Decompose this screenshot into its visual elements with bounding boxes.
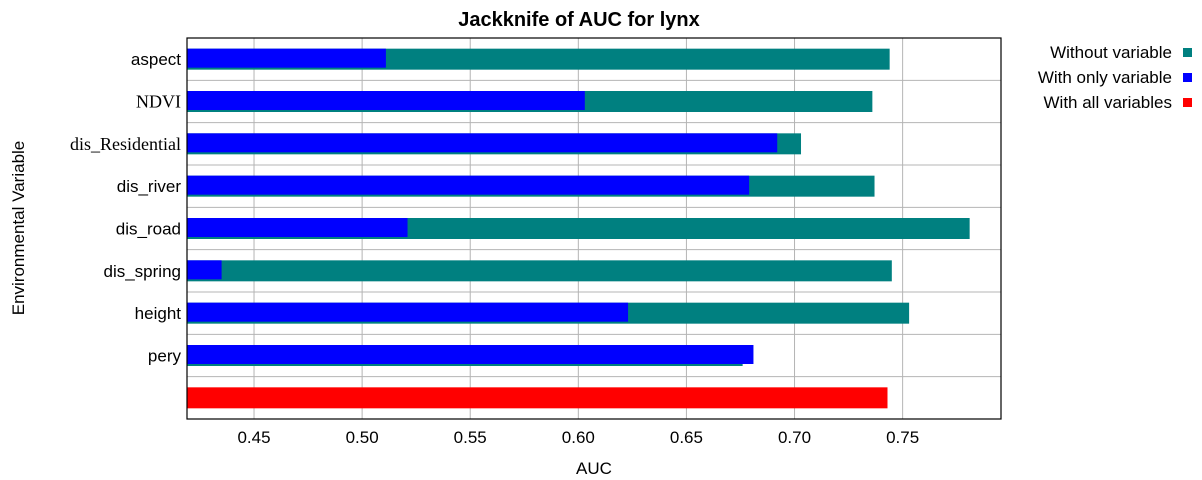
x-tick-label: 0.55 xyxy=(454,428,487,447)
x-axis-label: AUC xyxy=(576,459,612,478)
legend-label: With only variable xyxy=(1038,68,1172,87)
x-tick-label: 0.75 xyxy=(886,428,919,447)
y-axis-label: Environmental Variable xyxy=(9,141,28,316)
chart-title: Jackknife of AUC for lynx xyxy=(458,9,700,31)
legend-swatch xyxy=(1183,73,1192,82)
category-label: pery xyxy=(148,347,182,366)
y-category-labels: aspect NDVI dis_Residential dis_river dis_ro… xyxy=(70,50,181,365)
x-tick-label: 0.45 xyxy=(237,428,270,447)
category-label: dis_Residential xyxy=(70,134,181,154)
legend-label: Without variable xyxy=(1050,43,1172,62)
x-tick-labels: 0.45 0.50 0.55 0.60 0.65 0.70 0.75 xyxy=(237,428,919,447)
bar-with-only-variable xyxy=(187,48,386,68)
legend: Without variable With only variable With a… xyxy=(1038,43,1192,112)
category-label: dis_road xyxy=(116,220,181,239)
category-label: dis_river xyxy=(117,177,182,196)
category-label: dis_spring xyxy=(104,262,182,281)
legend-swatch xyxy=(1183,48,1192,57)
category-label: height xyxy=(135,304,182,323)
category-label: aspect xyxy=(131,50,181,69)
bars xyxy=(187,48,970,409)
category-label: NDVI xyxy=(136,92,181,112)
legend-label: With all variables xyxy=(1044,93,1173,112)
bar-with-only-variable xyxy=(187,133,778,153)
bar-with-only-variable xyxy=(187,91,585,110)
bar-with-only-variable xyxy=(187,218,408,237)
bar-with-all-variables xyxy=(187,387,888,409)
bar-with-only-variable xyxy=(187,302,629,322)
x-tick-label: 0.70 xyxy=(778,428,811,447)
bar-with-only-variable xyxy=(187,175,750,195)
bar-with-only-variable xyxy=(187,345,754,364)
x-tick-label: 0.50 xyxy=(346,428,379,447)
legend-swatch xyxy=(1183,98,1192,107)
x-tick-label: 0.65 xyxy=(670,428,703,447)
x-tick-label: 0.60 xyxy=(562,428,595,447)
plot-frame xyxy=(186,37,1002,420)
bar-without-variable xyxy=(187,260,892,282)
bar-with-only-variable xyxy=(187,260,222,280)
